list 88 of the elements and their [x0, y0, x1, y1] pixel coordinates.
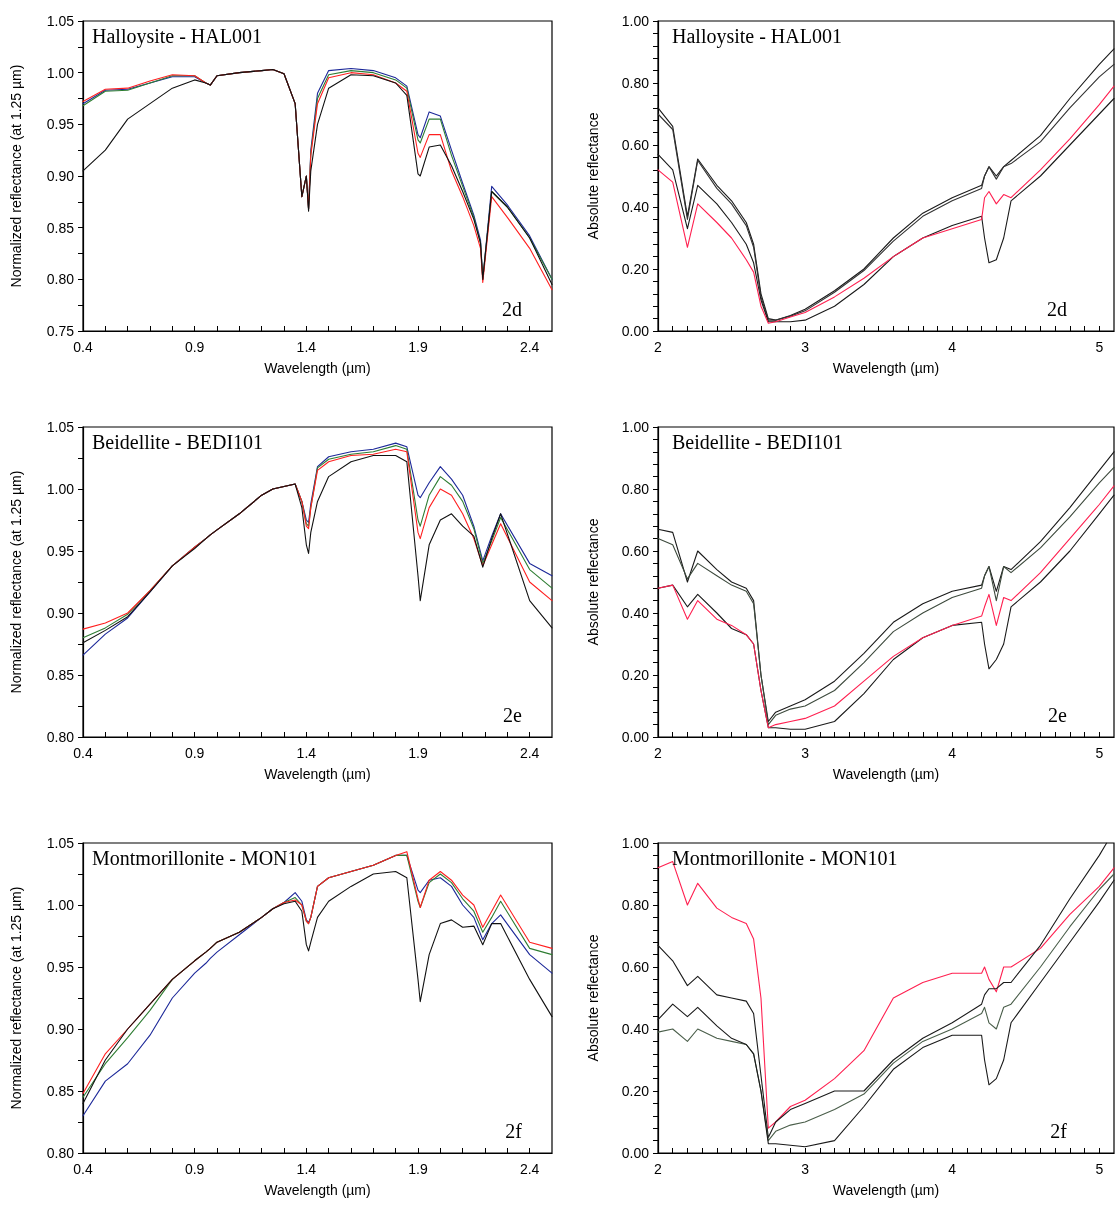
y-tick-label: 1.00: [46, 64, 75, 81]
y-tick-label: 1.00: [621, 13, 650, 29]
x-tick-label: 0.4: [73, 745, 93, 761]
x-tick-label: 5: [1095, 339, 1104, 355]
y-tick-label: 0.60: [621, 137, 650, 153]
annotation: Beidellite - BEDI101: [92, 431, 264, 453]
annotation: Montmorillonite - MON101: [672, 847, 898, 869]
y-tick-label: 0.80: [46, 1145, 75, 1161]
y-tick-label: 0.40: [621, 199, 650, 215]
y-tick-label: 0.80: [46, 271, 75, 288]
annotation: Montmorillonite - MON101: [92, 847, 318, 869]
y-tick-label: 0.00: [621, 729, 650, 745]
y-axis-title: Normalized reflectance (at 1.25 µm): [8, 64, 24, 288]
x-tick-label: 0.9: [184, 339, 205, 355]
y-tick-label: 1.05: [46, 835, 75, 851]
x-tick-label: 4: [948, 745, 957, 761]
y-tick-label: 0.60: [621, 959, 650, 975]
y-tick-label: 0.85: [46, 219, 75, 236]
y-tick-label: 0.60: [621, 543, 650, 559]
x-tick-label: 2.4: [519, 1161, 540, 1177]
x-axis-title: Wavelength (µm): [264, 360, 371, 376]
x-tick-label: 1.9: [408, 339, 428, 355]
y-axis-title: Absolute reflectance: [585, 112, 601, 240]
y-axis-title: Normalized reflectance (at 1.25 µm): [8, 886, 24, 1110]
x-tick-label: 2.4: [519, 339, 540, 355]
y-tick-label: 0.95: [46, 116, 75, 133]
y-tick-label: 0.95: [46, 959, 75, 975]
y-tick-label: 0.95: [46, 543, 75, 559]
x-axis-title: Wavelength (µm): [832, 1182, 940, 1198]
y-tick-label: 0.20: [621, 261, 650, 277]
y-tick-label: 0.80: [621, 75, 650, 91]
x-axis-title: Wavelength (µm): [832, 360, 940, 376]
x-tick-label: 1.4: [296, 1161, 317, 1177]
annotation: Beidellite - BEDI101: [672, 431, 844, 453]
y-tick-label: 0.80: [621, 481, 650, 497]
x-tick-label: 0.4: [73, 339, 93, 355]
y-tick-label: 0.75: [46, 323, 75, 339]
x-tick-label: 1.4: [296, 745, 317, 761]
annotation: Halloysite - HAL001: [672, 25, 842, 48]
annotation: 2f: [505, 1120, 523, 1142]
y-axis-title: Absolute reflectance: [585, 518, 601, 646]
y-tick-label: 1.00: [46, 897, 75, 913]
x-tick-label: 1.9: [408, 745, 428, 761]
y-tick-label: 1.00: [46, 481, 75, 497]
x-tick-label: 3: [801, 1161, 810, 1177]
annotation: 2e: [1048, 704, 1068, 726]
x-tick-label: 0.9: [184, 1161, 205, 1177]
x-tick-label: 0.9: [184, 745, 205, 761]
annotation: 2e: [503, 704, 523, 726]
x-tick-label: 1.4: [296, 339, 317, 355]
y-tick-label: 0.90: [46, 168, 75, 184]
annotation: 2f: [1050, 1120, 1068, 1142]
y-tick-label: 0.90: [46, 605, 75, 621]
x-axis-title: Wavelength (µm): [832, 766, 940, 782]
x-tick-label: 1.9: [408, 1161, 428, 1177]
annotation: 2d: [1047, 298, 1067, 320]
y-tick-label: 0.40: [621, 605, 650, 621]
y-tick-label: 0.20: [621, 1083, 650, 1099]
x-tick-label: 5: [1095, 745, 1104, 761]
x-tick-label: 2: [654, 745, 663, 761]
y-tick-label: 0.80: [46, 729, 75, 745]
y-tick-label: 1.05: [46, 419, 75, 435]
x-tick-label: 2: [654, 1161, 663, 1177]
x-tick-label: 2.4: [519, 745, 540, 761]
y-tick-label: 0.85: [46, 667, 75, 683]
x-tick-label: 3: [801, 745, 810, 761]
y-tick-label: 0.90: [46, 1021, 75, 1037]
x-tick-label: 0.4: [73, 1161, 93, 1177]
x-axis-title: Wavelength (µm): [264, 1182, 371, 1198]
x-tick-label: 4: [948, 339, 957, 355]
y-tick-label: 0.00: [621, 1145, 650, 1161]
y-tick-label: 0.00: [621, 323, 650, 339]
y-tick-label: 0.20: [621, 667, 650, 683]
y-tick-label: 0.85: [46, 1083, 75, 1099]
y-tick-label: 1.05: [46, 13, 75, 29]
annotation: 2d: [502, 298, 522, 320]
x-tick-label: 3: [801, 339, 810, 355]
y-axis-title: Absolute reflectance: [585, 934, 601, 1062]
annotation: Halloysite - HAL001: [92, 25, 262, 48]
y-tick-label: 0.40: [621, 1021, 650, 1037]
x-tick-label: 5: [1095, 1161, 1104, 1177]
y-tick-label: 0.80: [621, 897, 650, 913]
y-tick-label: 1.00: [621, 835, 650, 851]
x-tick-label: 4: [948, 1161, 957, 1177]
x-tick-label: 2: [654, 339, 663, 355]
y-tick-label: 1.00: [621, 419, 650, 435]
x-axis-title: Wavelength (µm): [264, 766, 371, 782]
y-axis-title: Normalized reflectance (at 1.25 µm): [8, 470, 24, 694]
